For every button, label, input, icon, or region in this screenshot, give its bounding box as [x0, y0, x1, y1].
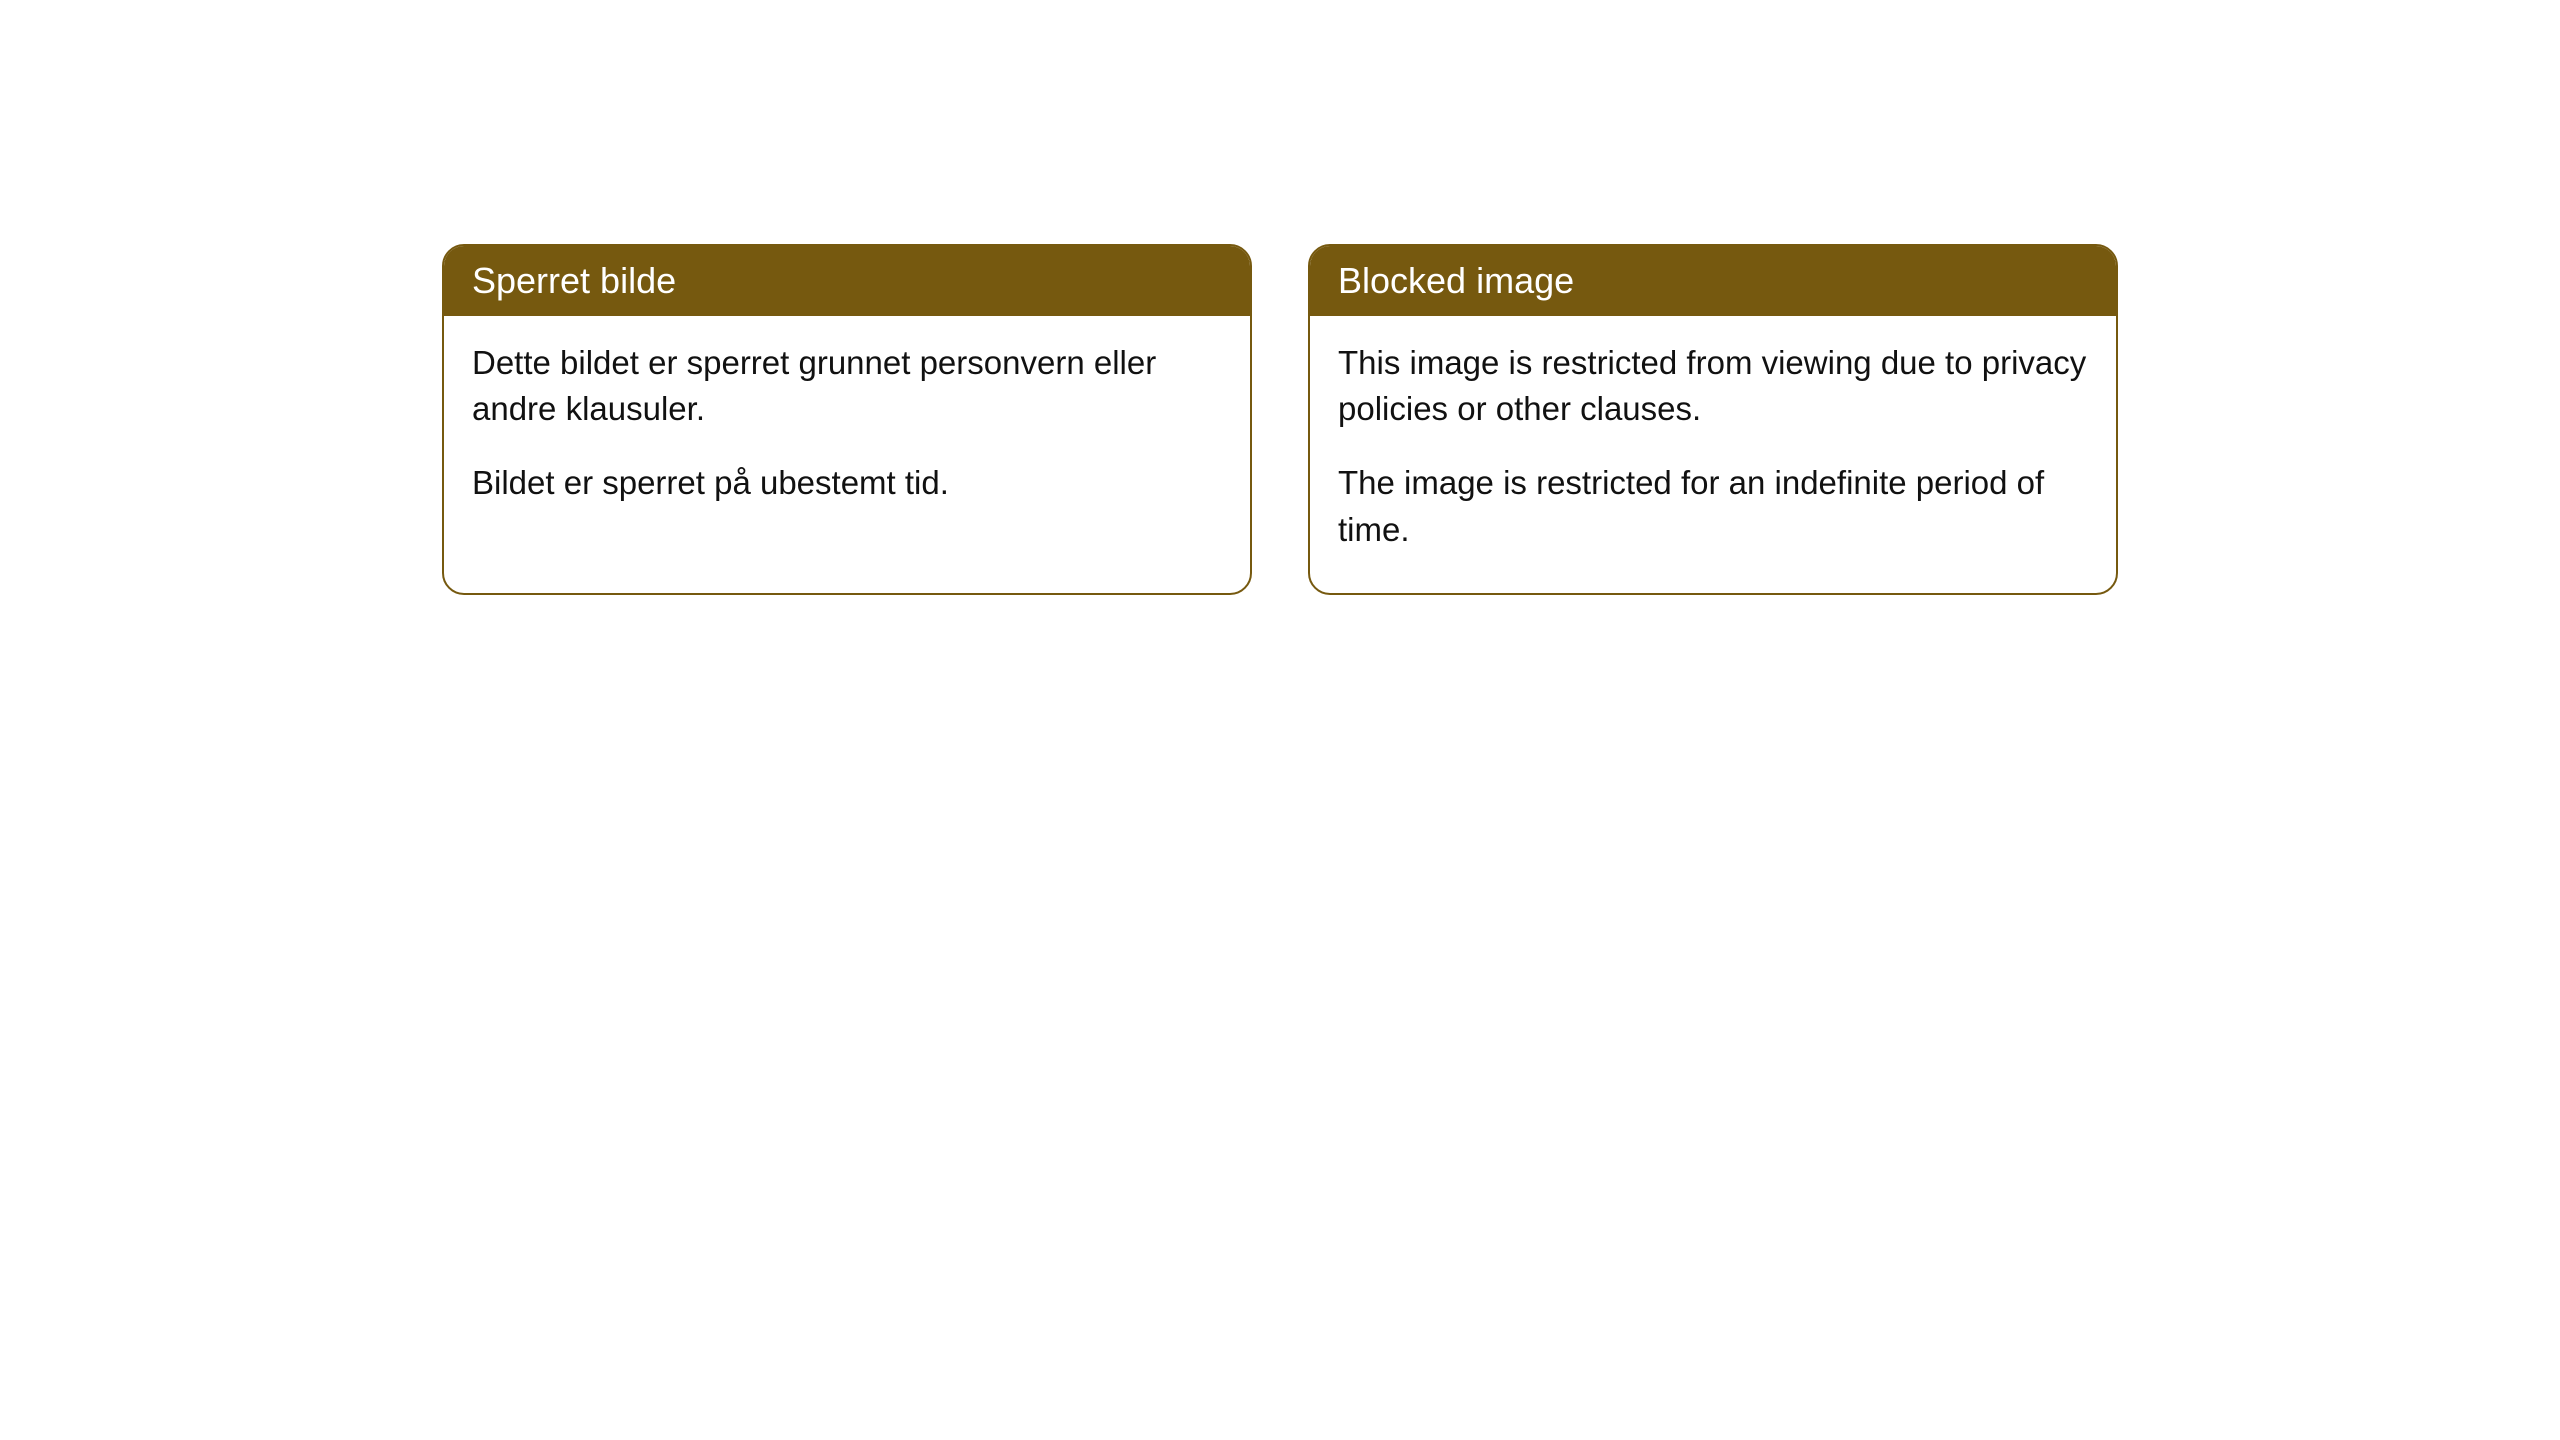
- card-paragraph-norwegian-2: Bildet er sperret på ubestemt tid.: [472, 460, 1222, 506]
- notice-card-english: Blocked image This image is restricted f…: [1308, 244, 2118, 595]
- card-body-english: This image is restricted from viewing du…: [1310, 316, 2116, 593]
- notice-cards-container: Sperret bilde Dette bildet er sperret gr…: [0, 244, 2560, 595]
- card-paragraph-english-1: This image is restricted from viewing du…: [1338, 340, 2088, 432]
- card-title-english: Blocked image: [1338, 260, 1574, 301]
- card-header-norwegian: Sperret bilde: [444, 246, 1250, 316]
- card-title-norwegian: Sperret bilde: [472, 260, 676, 301]
- card-paragraph-english-2: The image is restricted for an indefinit…: [1338, 460, 2088, 552]
- card-header-english: Blocked image: [1310, 246, 2116, 316]
- card-body-norwegian: Dette bildet er sperret grunnet personve…: [444, 316, 1250, 547]
- card-paragraph-norwegian-1: Dette bildet er sperret grunnet personve…: [472, 340, 1222, 432]
- notice-card-norwegian: Sperret bilde Dette bildet er sperret gr…: [442, 244, 1252, 595]
